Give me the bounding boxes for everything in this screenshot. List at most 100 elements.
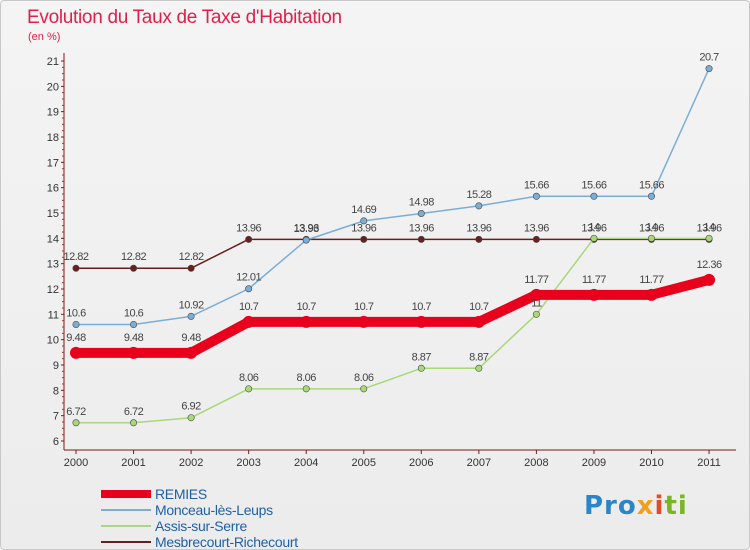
data-point: [357, 315, 370, 328]
x-tick-label: 2000: [64, 457, 88, 469]
legend-swatch-assis: [101, 525, 151, 527]
series-remies: [70, 273, 716, 359]
legend-item-mesbrecourt: Mesbrecourt-Richecourt: [101, 534, 298, 550]
data-label: 8.06: [354, 372, 374, 384]
data-point: [245, 285, 253, 293]
data-point: [417, 235, 425, 243]
data-label: 10.7: [239, 301, 259, 313]
data-point: [647, 192, 655, 200]
data-label: 8.87: [412, 351, 432, 363]
x-tick-label: 2007: [467, 457, 491, 469]
series-assis-sur-serre: [72, 234, 713, 427]
data-label: 8.06: [239, 372, 259, 384]
legend-label-mesbrecourt: Mesbrecourt-Richecourt: [155, 534, 298, 550]
data-label: 10.7: [354, 301, 374, 313]
data-label: 13.96: [524, 222, 549, 234]
data-point: [360, 385, 368, 393]
data-label: 14: [588, 221, 600, 233]
data-point: [302, 236, 310, 244]
y-tick-label: 10: [47, 335, 59, 347]
data-label: 10.6: [124, 307, 144, 319]
data-label: 20.7: [699, 52, 719, 64]
data-label: 13.93: [294, 223, 319, 235]
data-label: 13.96: [639, 222, 664, 234]
y-tick-label: 11: [48, 309, 59, 321]
data-label: 11.77: [582, 274, 607, 286]
data-point: [72, 419, 80, 427]
axes: 6 7 8 9 10 11 12 13 14 15 16 17 18 19 20 21 2000 2001 2002…: [47, 53, 736, 469]
legend-swatch-monceau: [101, 509, 151, 511]
data-label: 11.77: [524, 274, 549, 286]
data-label: 10.7: [296, 301, 316, 313]
data-point: [127, 346, 140, 359]
data-label: 6.72: [124, 406, 144, 418]
data-label: 15.66: [639, 179, 664, 191]
data-label: 13.96: [697, 222, 722, 234]
data-point: [705, 65, 713, 73]
legend-swatch-mesbrecourt: [101, 541, 151, 543]
x-tick-label: 2002: [179, 457, 203, 469]
x-tick-label: 2005: [352, 457, 376, 469]
data-point: [360, 217, 368, 225]
y-tick-label: 21: [47, 56, 59, 68]
y-tick-label: 20: [47, 81, 59, 93]
legend-label-monceau: Monceau-lès-Leups: [155, 502, 273, 518]
y-tick-label: 7: [53, 411, 59, 423]
legend-item-remies: REMIES: [101, 486, 298, 502]
series-line: [75, 237, 710, 424]
data-point: [645, 288, 658, 301]
x-tick-label: 2001: [121, 457, 145, 469]
data-label: 6.92: [181, 401, 201, 413]
data-label: 11.77: [639, 274, 664, 286]
data-label: 13.96: [351, 222, 376, 234]
data-point: [590, 192, 598, 200]
legend-item-assis: Assis-sur-Serre: [101, 518, 298, 534]
data-label: 14.69: [351, 204, 376, 216]
data-point: [472, 315, 485, 328]
data-point: [245, 385, 253, 393]
data-point: [703, 273, 716, 286]
data-point: [72, 320, 80, 328]
data-label: 15.66: [524, 179, 549, 191]
data-point: [587, 288, 600, 301]
data-point: [245, 235, 253, 243]
data-point: [70, 346, 82, 359]
data-point: [532, 235, 540, 243]
data-point: [187, 312, 195, 320]
logo-part: x: [636, 491, 655, 521]
data-label: 10.7: [412, 301, 432, 313]
legend-label-assis: Assis-sur-Serre: [155, 518, 247, 534]
data-label: 12.82: [63, 251, 88, 263]
data-point: [415, 315, 428, 328]
series-mesbrecourt-richecourt: [72, 235, 713, 272]
series-line: [75, 67, 710, 326]
y-tick-label: 15: [47, 208, 59, 220]
x-tick-label: 2011: [697, 457, 721, 469]
legend-swatch-remies: [101, 490, 151, 498]
x-tick-label: 2009: [582, 457, 606, 469]
data-point: [300, 315, 313, 328]
data-label: 9.48: [181, 332, 201, 344]
legend-item-monceau: Monceau-lès-Leups: [101, 502, 298, 518]
y-tick-label: 17: [47, 157, 59, 169]
y-tick-label: 13: [47, 259, 59, 271]
data-label: 13.96: [466, 222, 491, 234]
data-point: [130, 419, 138, 427]
data-point: [590, 234, 598, 242]
data-label: 13.96: [236, 222, 261, 234]
data-point: [187, 264, 195, 272]
proxiti-logo: Proxiti: [584, 491, 688, 521]
series-line: [71, 274, 715, 358]
logo-part: ti: [664, 491, 688, 521]
data-label: 14.98: [409, 197, 434, 209]
data-point: [530, 288, 543, 301]
data-point: [302, 385, 310, 393]
data-point: [475, 202, 483, 210]
series-layer: [70, 65, 716, 427]
data-point: [185, 346, 198, 359]
data-point: [417, 364, 425, 372]
data-label: 12.01: [236, 272, 261, 284]
data-label: 6.72: [66, 406, 86, 418]
x-tick-label: 2008: [524, 457, 548, 469]
